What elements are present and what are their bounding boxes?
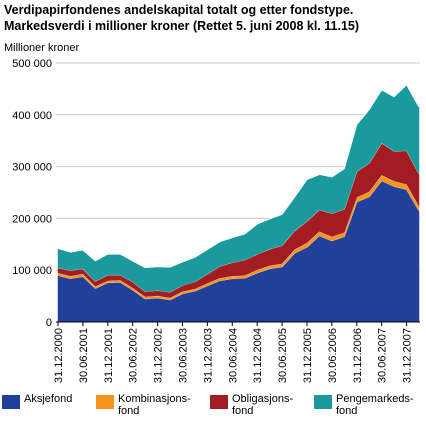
y-tick-label: 300 000 [12, 162, 52, 174]
chart-title: Verdipapirfondenes andelskapital totalt … [4, 2, 424, 34]
legend-label-obligasjonsfond: Obligasjons- fond [232, 393, 294, 417]
legend-label-aksjefond: Aksjefond [24, 393, 73, 405]
x-tick-label: 31.12.2003 [202, 328, 214, 383]
y-axis-label: Millioner kroner [4, 42, 80, 54]
x-tick-label: 31.12.2005 [302, 328, 314, 383]
chart-title-line-1: Verdipapirfondenes andelskapital totalt … [4, 3, 354, 17]
line-pengemarkedsfond [57, 83, 420, 269]
y-tick-label: 200 000 [12, 213, 52, 225]
y-tick-label: 0 [46, 317, 52, 329]
legend-swatch-obligasjonsfond [210, 395, 228, 409]
stacked-area-chart: 0 100 000 200 000 300 000 400 000 500 000 31.1… [12, 58, 420, 383]
legend-swatch-kombinasjonsfond [96, 395, 114, 409]
y-tick-label: 500 000 [12, 58, 52, 70]
y-tick-label: 400 000 [12, 110, 52, 122]
x-tick-label: 30.06.2001 [78, 328, 90, 383]
x-tick-label: 30.06.2002 [128, 328, 140, 383]
legend-label-pengemarkedsfond: Pengemarkeds- fond [336, 393, 414, 417]
chart-title-line-2: Markedsverdi i millioner kroner (Rettet … [4, 19, 360, 33]
x-tick-label: 31.12.2007 [402, 328, 414, 383]
legend-swatch-aksjefond [2, 395, 20, 409]
x-tick-label: 30.06.2006 [327, 328, 339, 383]
x-tick-label: 30.06.2004 [227, 328, 239, 383]
y-tick-label: 100 000 [12, 265, 52, 277]
legend-swatch-pengemarkedsfond [314, 395, 332, 409]
legend: Aksjefond Kombinasjons- fond Obligasjons… [0, 390, 426, 424]
x-tick-label: 30.06.2005 [277, 328, 289, 383]
x-tick-label: 31.12.2001 [103, 328, 115, 383]
x-tick-label: 30.06.2003 [177, 328, 189, 383]
x-tick-label: 31.12.2000 [53, 328, 65, 383]
x-tick-label: 30.06.2007 [377, 328, 389, 383]
x-tick-label: 31.12.2002 [153, 328, 165, 383]
legend-label-kombinasjonsfond: Kombinasjons- fond [118, 393, 191, 417]
x-tick-label: 31.12.2004 [252, 328, 264, 383]
x-tick-label: 31.12.2006 [352, 328, 364, 383]
